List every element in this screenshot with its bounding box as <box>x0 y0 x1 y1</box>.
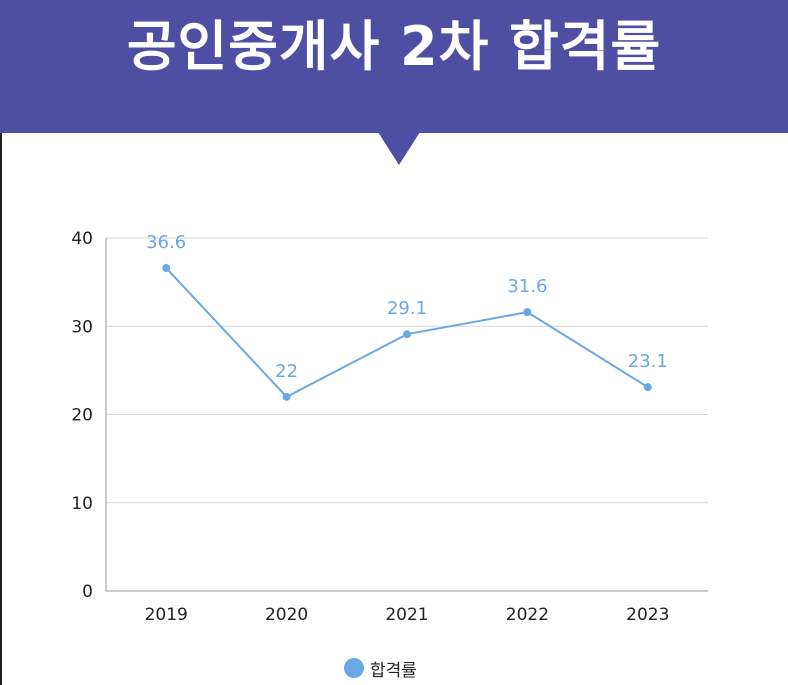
x-tick-label: 2020 <box>265 605 308 625</box>
series-line-group <box>162 264 652 401</box>
chart-axes <box>105 238 708 592</box>
y-tick-label: 0 <box>82 582 93 602</box>
x-tick-label: 2023 <box>626 605 669 625</box>
data-point <box>282 392 291 401</box>
data-label: 29.1 <box>387 298 427 319</box>
grid-lines <box>106 237 708 504</box>
data-point <box>403 330 411 339</box>
legend-label: 합격률 <box>370 660 417 681</box>
y-tick-label: 30 <box>71 317 93 337</box>
data-label: 36.6 <box>146 232 186 253</box>
x-tick-label: 2021 <box>385 605 428 625</box>
left-border <box>0 0 2 685</box>
page-title: 공인중개사 2차 합격률 <box>126 15 662 78</box>
data-point <box>643 383 652 392</box>
banner-pointer <box>378 132 420 165</box>
y-tick-label: 20 <box>71 406 93 426</box>
data-point <box>523 308 532 317</box>
label-group: 0 10 20 30 40 2019 2020 2021 2022 2023 36.6 22 29.1 3… <box>71 229 669 625</box>
legend: 합격률 <box>344 655 417 681</box>
x-tick-label: 2019 <box>145 605 188 625</box>
data-label: 23.1 <box>628 351 668 372</box>
x-tick-label: 2022 <box>506 605 549 625</box>
title-banner: 공인중개사 2차 합격률 <box>0 0 788 133</box>
data-label: 22 <box>275 361 298 382</box>
data-label: 31.6 <box>507 276 547 297</box>
data-point <box>162 264 171 273</box>
y-tick-label: 10 <box>71 494 93 514</box>
y-tick-label: 40 <box>71 229 93 249</box>
legend-marker-icon <box>344 658 364 678</box>
